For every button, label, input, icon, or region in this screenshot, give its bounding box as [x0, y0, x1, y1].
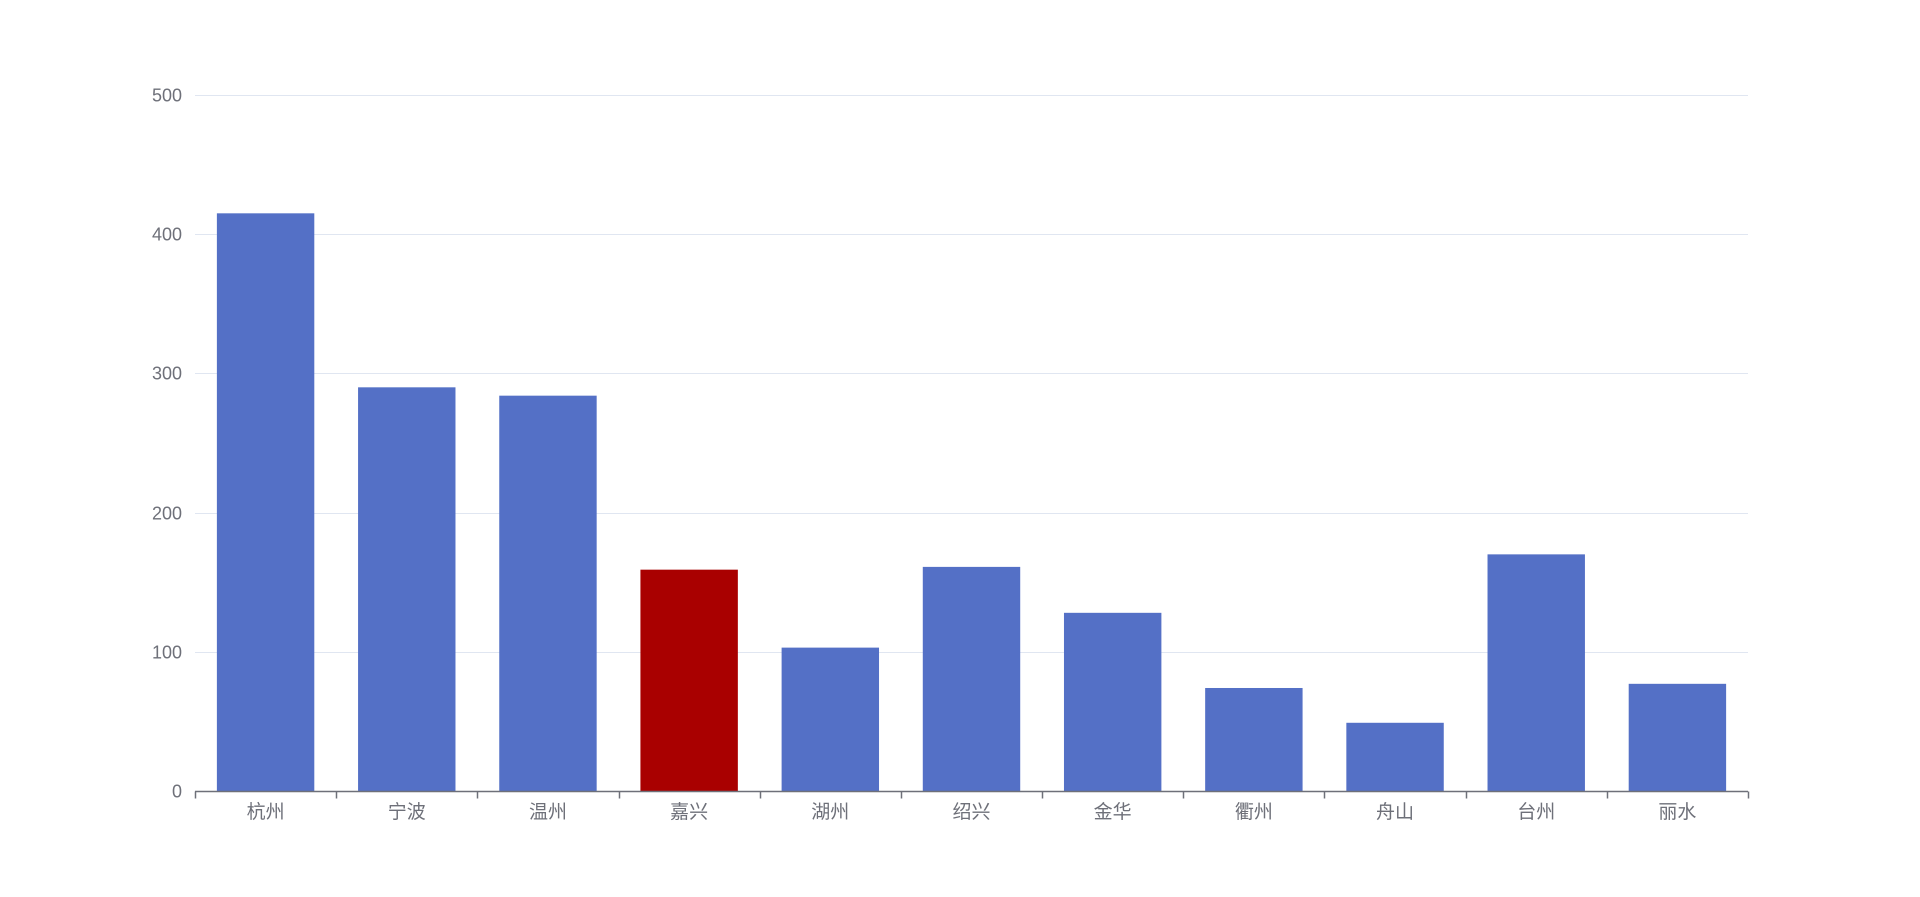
y-tick-label: 500	[152, 86, 182, 106]
x-axis	[194, 790, 1750, 799]
bar-嘉兴[interactable]	[640, 569, 738, 791]
y-tick-label: 0	[172, 782, 182, 802]
bar-宁波[interactable]	[358, 387, 456, 791]
x-tick-label: 嘉兴	[670, 801, 708, 823]
y-tick-label: 200	[152, 504, 182, 524]
y-tick-label: 100	[152, 643, 182, 663]
y-axis-tick-labels: 0 100 200 300 400 500	[152, 86, 182, 802]
x-tick-label: 杭州	[247, 801, 285, 823]
bar-绍兴[interactable]	[922, 566, 1021, 791]
x-axis-tick-labels: 杭州 宁波 温州 嘉兴 湖州 绍兴 金华 衢州 舟山 台州 丽水	[247, 801, 1697, 823]
bar-温州[interactable]	[499, 395, 597, 791]
x-tick-label: 绍兴	[952, 801, 990, 823]
bar-杭州[interactable]	[216, 213, 315, 791]
x-tick-label: 丽水	[1658, 801, 1696, 823]
bars	[216, 213, 1727, 791]
bar-金华[interactable]	[1063, 612, 1162, 791]
bar-衢州[interactable]	[1205, 687, 1303, 791]
x-tick-label: 台州	[1517, 801, 1555, 823]
bar-舟山[interactable]	[1346, 722, 1444, 791]
x-tick-label: 金华	[1094, 801, 1132, 823]
bar-台州[interactable]	[1487, 554, 1585, 791]
x-tick-label: 温州	[529, 801, 567, 823]
x-tick-label: 舟山	[1376, 801, 1414, 823]
bar-湖州[interactable]	[781, 647, 880, 791]
y-tick-label: 400	[152, 225, 182, 245]
bar-丽水[interactable]	[1628, 683, 1727, 791]
y-tick-label: 300	[152, 364, 182, 384]
x-tick-label: 衢州	[1235, 801, 1273, 823]
x-tick-label: 宁波	[388, 801, 426, 823]
x-tick-label: 湖州	[811, 801, 849, 823]
